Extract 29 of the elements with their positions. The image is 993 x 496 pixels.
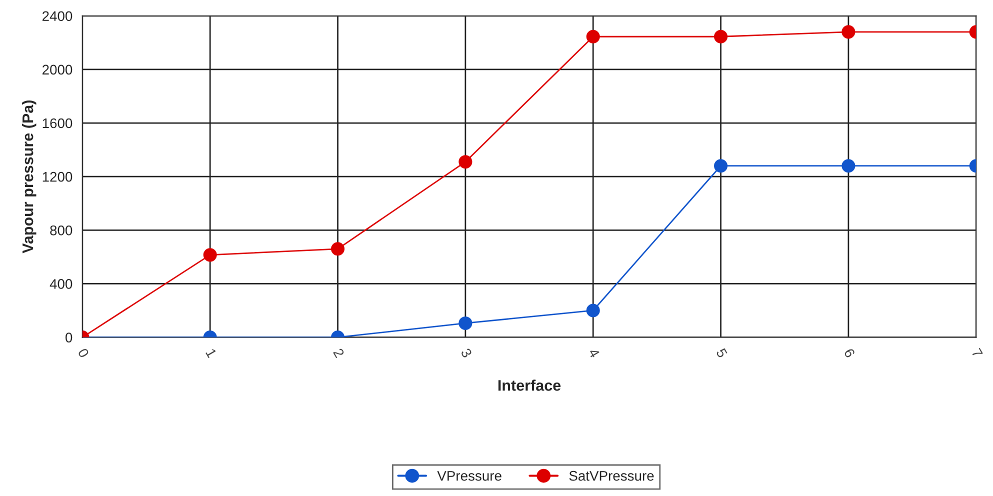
x-tick-label: 5 <box>716 348 728 358</box>
x-tick-label: 1 <box>206 348 217 358</box>
point <box>714 30 728 44</box>
x-tick-label: 6 <box>844 348 856 358</box>
x-tick-label: 7 <box>971 348 983 358</box>
x-tick-label: 3 <box>460 348 472 358</box>
y-tick-label: 0 <box>66 332 72 342</box>
x-tick-label: 2 <box>333 348 345 358</box>
y-tick-label: 400 <box>50 279 72 289</box>
point <box>586 304 600 318</box>
y-tick-label: 2400 <box>42 11 72 22</box>
x-tick-label: 0 <box>78 348 90 358</box>
y-tick-label: 1600 <box>42 118 72 128</box>
y-tick-label: 800 <box>50 225 72 236</box>
legend-label: VPressure <box>437 471 502 481</box>
legend-label: SatVPressure <box>569 470 654 481</box>
x-tick-label: 4 <box>588 348 600 358</box>
point <box>586 30 600 44</box>
point <box>842 25 856 39</box>
x-axis-title: Interface <box>498 380 561 391</box>
point <box>714 159 728 173</box>
point <box>458 155 472 169</box>
y-axis-title: Vapour pressure (Pa) <box>22 100 36 254</box>
y-tick-label: 2000 <box>42 64 72 75</box>
y-tick-label: 1200 <box>42 172 72 182</box>
point <box>458 316 472 330</box>
point <box>330 242 345 256</box>
point <box>842 159 856 173</box>
point <box>203 248 217 262</box>
